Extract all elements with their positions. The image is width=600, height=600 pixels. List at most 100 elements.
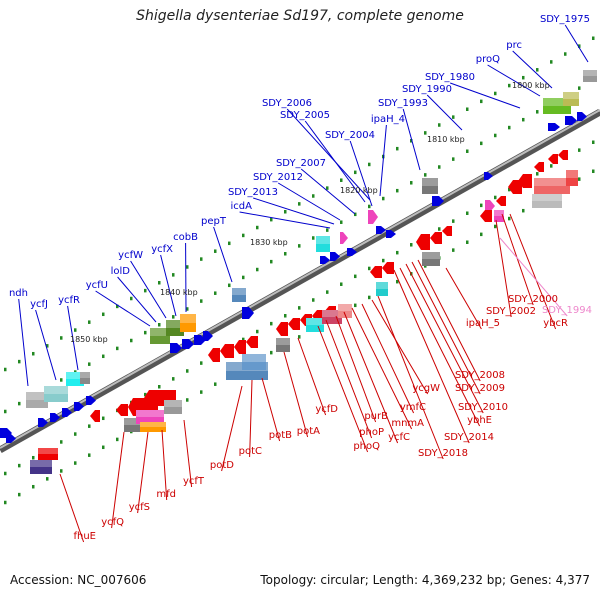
scale-tick-dot (368, 295, 371, 300)
scale-label-kbp: 1810 kbp (427, 135, 465, 144)
scale-tick-dot (578, 86, 581, 90)
plus-gene-label: ycfX (151, 244, 173, 255)
scale-tick-dot (298, 202, 301, 206)
scale-tick-dot (494, 224, 497, 229)
plus-gene-box-shine (166, 320, 184, 328)
minus-gene-box (242, 354, 266, 370)
plus-gene-box-shine (180, 314, 196, 323)
plus-leader-line (402, 108, 421, 171)
minus-leader-line (335, 315, 377, 423)
scale-tick-dot (438, 227, 441, 231)
minus-gene-arrow (442, 226, 452, 236)
scale-tick-dot (326, 186, 329, 190)
plus-leader-line (130, 260, 167, 319)
plus-gene-label: proQ (476, 54, 500, 65)
minus-gene-arrow (276, 322, 288, 336)
scale-tick-dot (270, 350, 273, 355)
minus-leader-line (325, 319, 373, 439)
plus-gene-label: ycfW (118, 250, 143, 261)
scale-tick-dot (88, 453, 91, 457)
scale-tick-dot (102, 354, 105, 359)
scale-tick-dot (480, 141, 483, 146)
pink-gene-arrow (340, 232, 348, 244)
plus-gene-box (563, 92, 579, 106)
minus-leader-line (501, 213, 534, 306)
pink-gene-label: SDY_1994 (542, 305, 592, 316)
scale-tick-dot (200, 390, 203, 394)
scale-tick-dot (186, 369, 189, 373)
scale-tick-dot (158, 322, 161, 327)
plus-gene-label: ndh (9, 288, 28, 299)
scale-tick-dot (74, 432, 77, 436)
scale-tick-dot (340, 220, 343, 224)
minus-gene-arrow (116, 404, 128, 416)
minus-leader-line (509, 213, 557, 330)
scale-tick-dot (354, 212, 357, 217)
plus-gene-label: SDY_2012 (253, 172, 303, 183)
scale-tick-dot (200, 299, 203, 303)
plus-gene-arrow (386, 230, 396, 238)
scale-tick-dot (592, 140, 595, 145)
minus-gene-label: potC (239, 446, 262, 457)
plus-gene-arrow (484, 172, 493, 180)
genome-backbone (0, 108, 600, 454)
plus-leader-line (426, 94, 463, 131)
scale-tick-dot (256, 225, 259, 230)
scale-tick-dot (494, 91, 497, 96)
minus-gene-box (566, 170, 578, 186)
minus-gene-box (338, 304, 352, 318)
minus-gene-label: SDY_2010 (458, 402, 508, 413)
plus-gene-label: SDY_1990 (402, 84, 452, 95)
scale-tick-dot (18, 401, 21, 406)
scale-tick-dot (284, 252, 287, 256)
scale-tick-dot (186, 398, 189, 402)
scale-tick-dot (60, 378, 63, 382)
scale-tick-dot (522, 208, 525, 213)
scale-tick-dot (550, 60, 553, 64)
minus-gene-label: SDY_2018 (418, 448, 468, 459)
plus-gene-box-shine (543, 98, 571, 106)
minus-gene-label: ycfD (315, 404, 338, 415)
plus-gene-box-shine (26, 392, 48, 400)
plus-gene-label: SDY_2006 (262, 98, 312, 109)
scale-tick-dot (508, 216, 511, 221)
scale-tick-dot (116, 437, 119, 442)
minus-leader-line (283, 351, 309, 438)
map-title: Shigella dysenteriae Sd197, complete gen… (136, 8, 464, 24)
minus-gene-label: ipaH_5 (466, 318, 500, 329)
minus-gene-arrow (382, 262, 394, 274)
minus-gene-label: ycfT (183, 476, 205, 487)
scale-label-kbp: 1850 kbp (70, 335, 108, 344)
plus-gene-arrow (182, 339, 194, 349)
minus-gene-label: potB (269, 430, 292, 441)
plus-leader-line (450, 82, 521, 109)
plus-gene-label: icdA (231, 201, 253, 212)
scale-tick-dot (410, 139, 413, 143)
plus-gene-label: SDY_2007 (276, 158, 326, 169)
plus-gene-box (166, 320, 184, 336)
minus-gene-label: SDY_2008 (455, 370, 505, 381)
scale-tick-dot (550, 164, 553, 168)
scale-tick-dot (396, 146, 399, 151)
plus-gene-arrow (203, 331, 213, 341)
scale-tick-dot (382, 196, 385, 201)
plus-gene-box (180, 314, 196, 332)
minus-gene-box (164, 400, 182, 414)
plus-leader-line (487, 64, 541, 97)
minus-gene-label: mfd (156, 489, 176, 500)
minus-gene-label: phoQ (353, 441, 380, 452)
scale-tick-dot (368, 204, 371, 209)
plus-gene-box (150, 328, 170, 344)
minus-gene-box-shine (534, 178, 570, 186)
scale-tick-dot (242, 337, 245, 342)
minus-leader-line (377, 295, 444, 460)
minus-gene-label: ycfS (129, 502, 150, 513)
scale-tick-dot (130, 296, 133, 301)
plus-gene-arrow (320, 256, 330, 264)
minus-gene-box (376, 282, 388, 296)
scale-tick-dot (88, 362, 91, 366)
scale-tick-dot (466, 240, 469, 244)
scale-tick-dot (270, 321, 273, 326)
minus-leader-line (351, 307, 413, 430)
minus-gene-box (494, 210, 504, 222)
